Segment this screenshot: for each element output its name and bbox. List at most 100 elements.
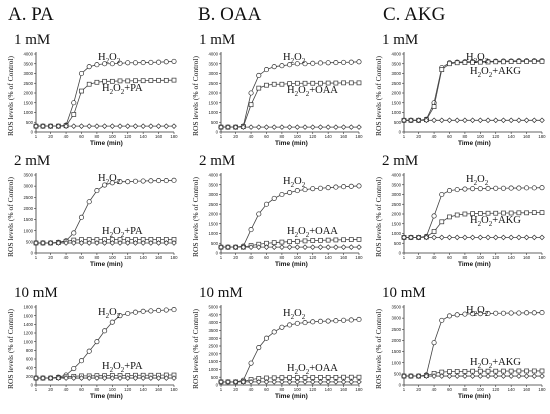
data-point-circle (132, 60, 139, 66)
data-point-square (447, 214, 452, 220)
data-point-diamond (109, 375, 116, 381)
y-tick-label: 1500 (23, 100, 33, 105)
data-point-diamond (356, 124, 362, 130)
x-tick-label: 60 (79, 134, 84, 139)
data-point-diamond (333, 124, 339, 130)
series-label-h2o2: H2O2 (98, 52, 121, 66)
y-tick-label: 3000 (208, 192, 218, 197)
y-tick-label: 1500 (208, 100, 218, 105)
data-point-square (508, 210, 514, 216)
data-point-circle (148, 308, 154, 314)
x-tick-label: 60 (79, 255, 84, 260)
data-point-diamond (477, 234, 484, 241)
x-tick-label: 140 (140, 134, 148, 139)
data-point-diamond (333, 379, 339, 385)
y-tick-label: 4000 (391, 173, 401, 178)
data-point-circle (524, 310, 530, 316)
data-point-diamond (248, 244, 254, 250)
data-point-diamond (523, 234, 530, 241)
data-point-diamond (469, 373, 476, 379)
data-point-square (348, 374, 354, 380)
data-point-circle (294, 61, 300, 67)
data-point-diamond (47, 240, 54, 246)
data-point-square (302, 80, 308, 86)
data-point-circle (132, 178, 139, 184)
y-tick-label: 2000 (391, 91, 401, 96)
data-point-square (508, 368, 514, 374)
data-point-diamond (140, 375, 146, 381)
data-point-circle (539, 310, 545, 316)
y-tick-label: 3500 (391, 305, 401, 310)
data-point-diamond (232, 379, 239, 385)
data-point-diamond (423, 373, 430, 379)
data-point-diamond (438, 234, 445, 241)
data-point-diamond (539, 117, 545, 124)
data-point-diamond (302, 379, 308, 385)
y-tick-label: 2000 (391, 338, 401, 343)
y-tick-label: 0 (31, 383, 34, 388)
data-point-circle (156, 59, 162, 65)
x-tick-label: 1 (35, 134, 38, 139)
data-point-circle (71, 365, 77, 372)
concentration-label: 2 mM (14, 153, 51, 169)
data-point-square (341, 237, 346, 243)
data-point-diamond (348, 124, 355, 130)
data-point-square (133, 78, 138, 84)
data-point-circle (71, 100, 77, 106)
y-tick-label: 0 (216, 383, 219, 388)
x-tick-label: 20 (48, 255, 53, 260)
data-point-diamond (271, 124, 277, 130)
y-tick-label: 4000 (208, 320, 218, 325)
data-point-square (531, 210, 537, 215)
data-point-square (256, 85, 262, 91)
data-point-diamond (117, 240, 123, 246)
data-point-square (462, 369, 468, 374)
chart-panel-akg-1mm: 1 mM ROS levels (% of Control) Time (min) 0… (374, 32, 546, 156)
data-point-circle (508, 185, 514, 191)
data-point-square (294, 238, 300, 244)
x-tick-label: 140 (508, 134, 516, 139)
series-label-treatment: H2O2+AKG (470, 215, 521, 229)
concentration-label: 1 mM (199, 32, 236, 48)
data-point-diamond (63, 375, 69, 381)
data-point-circle (125, 179, 131, 185)
x-tick-label: 120 (492, 387, 500, 392)
data-point-diamond (431, 234, 437, 241)
data-point-circle (125, 310, 131, 317)
data-point-diamond (454, 117, 460, 124)
x-axis-label: Time (min) (275, 393, 308, 400)
x-tick-label: 40 (64, 255, 69, 260)
data-point-diamond (124, 123, 131, 129)
x-tick-label: 160 (523, 134, 531, 139)
y-tick-label: 2500 (23, 81, 33, 86)
data-point-square (493, 59, 499, 65)
x-tick-label: 140 (508, 255, 516, 260)
data-point-diamond (171, 240, 177, 246)
data-point-diamond (340, 124, 347, 130)
concentration-label: 10 mM (382, 285, 426, 301)
data-point-diamond (415, 117, 422, 124)
data-point-diamond (317, 379, 324, 385)
x-tick-label: 100 (477, 387, 485, 392)
data-point-square (86, 81, 92, 87)
data-point-diamond (94, 240, 100, 246)
data-point-diamond (171, 123, 177, 129)
data-point-square (531, 59, 537, 64)
data-point-diamond (516, 373, 522, 379)
x-tick-label: 80 (95, 255, 100, 260)
data-point-square (477, 211, 483, 216)
series-label-treatment: H2O2+OAA (287, 226, 338, 240)
x-tick-label: 1 (220, 387, 223, 392)
column-title-oaa: B. OAA (198, 4, 262, 25)
data-point-diamond (124, 375, 131, 381)
data-point-square (470, 211, 475, 216)
data-point-circle (531, 310, 537, 316)
y-tick-label: 500 (394, 120, 402, 125)
data-point-diamond (140, 240, 146, 246)
x-tick-label: 80 (280, 255, 285, 260)
x-tick-label: 160 (340, 134, 348, 139)
data-point-circle (341, 184, 347, 190)
